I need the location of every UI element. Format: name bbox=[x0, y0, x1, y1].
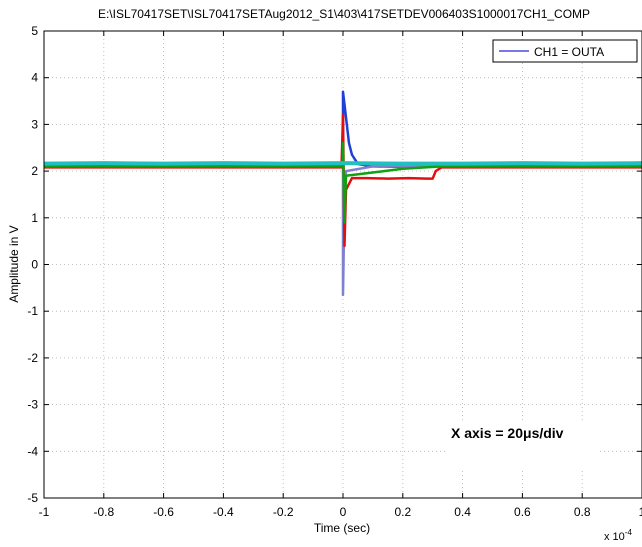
x-tick-label: 1 bbox=[639, 505, 642, 519]
y-tick-label: -4 bbox=[27, 444, 38, 458]
y-axis-label: Amplitude in V bbox=[7, 225, 21, 302]
x-axis-multiplier-exponent: -4 bbox=[625, 528, 633, 537]
x-tick-label: -0.2 bbox=[273, 505, 294, 519]
x-axis-label: Time (sec) bbox=[314, 521, 370, 535]
y-tick-label: -1 bbox=[27, 304, 38, 318]
legend: CH1 = OUTA bbox=[493, 40, 637, 62]
x-tick-label: -0.4 bbox=[213, 505, 234, 519]
y-tick-label: 2 bbox=[31, 164, 38, 178]
x-tick-label: -1 bbox=[39, 505, 50, 519]
x-tick-label: 0.2 bbox=[394, 505, 411, 519]
y-tick-label: 3 bbox=[31, 117, 38, 131]
x-tick-label: -0.6 bbox=[153, 505, 174, 519]
y-tick-label: -2 bbox=[27, 351, 38, 365]
legend-label: CH1 = OUTA bbox=[534, 45, 604, 59]
x-scale-annotation: X axis = 20μs/div bbox=[451, 425, 564, 441]
x-tick-label: 0 bbox=[340, 505, 347, 519]
y-tick-label: -3 bbox=[27, 398, 38, 412]
x-axis-multiplier-base: x 10 bbox=[604, 531, 625, 542]
y-tick-label: 4 bbox=[31, 71, 38, 85]
y-tick-label: -5 bbox=[27, 491, 38, 505]
y-tick-label: 0 bbox=[31, 258, 38, 272]
chart-title: E:\ISL70417SET\ISL70417SETAug2012_S1\403… bbox=[98, 7, 590, 21]
x-tick-label: 0.6 bbox=[514, 505, 531, 519]
y-tick-label: 5 bbox=[31, 24, 38, 38]
x-tick-label: -0.8 bbox=[93, 505, 114, 519]
x-tick-label: 0.4 bbox=[454, 505, 471, 519]
y-tick-label: 1 bbox=[31, 211, 38, 225]
x-tick-label: 0.8 bbox=[574, 505, 591, 519]
